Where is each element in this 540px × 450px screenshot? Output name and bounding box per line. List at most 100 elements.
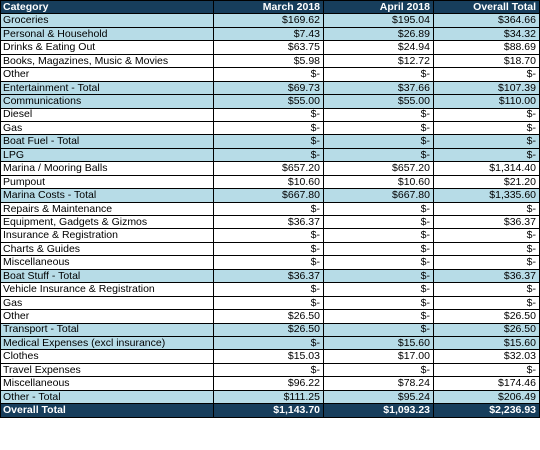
row-april-value: $10.60 bbox=[323, 174, 434, 190]
row-overall-total-value: $1,314.40 bbox=[433, 161, 540, 176]
overall-total-grand: $2,236.93 bbox=[433, 403, 540, 418]
table-row: Vehicle Insurance & Registration $- $- $- bbox=[0, 282, 540, 297]
row-overall-total-value: $36.37 bbox=[433, 268, 540, 284]
table-row: Other $26.50 $- $26.50 bbox=[0, 309, 540, 324]
table-row: Books, Magazines, Music & Movies $5.98 $12… bbox=[0, 53, 540, 69]
row-april-value: $- bbox=[323, 147, 434, 163]
row-april-value: $- bbox=[323, 228, 434, 243]
table-row: Travel Expenses $- $- $- bbox=[0, 362, 540, 378]
row-march-value: $- bbox=[213, 67, 324, 82]
table-row: Personal & Household $7.43 $26.89 $34.32 bbox=[0, 26, 540, 42]
row-march-value: $10.60 bbox=[213, 174, 324, 190]
row-april-value: $- bbox=[323, 241, 434, 257]
row-march-value: $- bbox=[213, 241, 324, 257]
row-category: Gas bbox=[0, 295, 214, 311]
table-row: Boat Stuff - Total $36.37 $- $36.37 bbox=[0, 268, 540, 284]
row-march-value: $7.43 bbox=[213, 26, 324, 42]
table-row: Pumpout $10.60 $10.60 $21.20 bbox=[0, 174, 540, 190]
overall-total-row: Overall Total $1,143.70 $1,093.23 $2,236… bbox=[0, 403, 540, 418]
row-category: Gas bbox=[0, 120, 214, 136]
row-overall-total-value: $21.20 bbox=[433, 174, 540, 190]
table-row: Miscellaneous $- $- $- bbox=[0, 255, 540, 270]
row-march-value: $36.37 bbox=[213, 214, 324, 230]
row-march-value: $15.03 bbox=[213, 349, 324, 364]
row-category: Marina Costs - Total bbox=[0, 188, 214, 203]
table-row: Clothes $15.03 $17.00 $32.03 bbox=[0, 349, 540, 364]
table-row: Boat Fuel - Total $- $- $- bbox=[0, 134, 540, 149]
row-april-value: $95.24 bbox=[323, 389, 434, 405]
row-march-value: $- bbox=[213, 362, 324, 378]
row-march-value: $26.50 bbox=[213, 309, 324, 324]
row-march-value: $- bbox=[213, 282, 324, 297]
row-march-value: $26.50 bbox=[213, 322, 324, 337]
row-overall-total-value: $26.50 bbox=[433, 309, 540, 324]
row-march-value: $- bbox=[213, 120, 324, 136]
row-category: Other bbox=[0, 309, 214, 324]
row-category: Travel Expenses bbox=[0, 362, 214, 378]
table-row: Other - Total $111.25 $95.24 $206.49 bbox=[0, 389, 540, 405]
row-overall-total-value: $- bbox=[433, 241, 540, 257]
row-category: Marina / Mooring Balls bbox=[0, 161, 214, 176]
row-overall-total-value: $- bbox=[433, 201, 540, 217]
table-row: Communications $55.00 $55.00 $110.00 bbox=[0, 94, 540, 109]
row-overall-total-value: $107.39 bbox=[433, 80, 540, 96]
row-april-value: $- bbox=[323, 295, 434, 311]
table-row: Drinks & Eating Out $63.75 $24.94 $88.69 bbox=[0, 40, 540, 55]
row-march-value: $- bbox=[213, 255, 324, 270]
row-april-value: $17.00 bbox=[323, 349, 434, 364]
row-april-value: $15.60 bbox=[323, 335, 434, 351]
table-row: Diesel $- $- $- bbox=[0, 107, 540, 122]
row-overall-total-value: $1,335.60 bbox=[433, 188, 540, 203]
row-march-value: $657.20 bbox=[213, 161, 324, 176]
row-april-value: $12.72 bbox=[323, 53, 434, 69]
table-row: Gas $- $- $- bbox=[0, 120, 540, 136]
row-overall-total-value: $- bbox=[433, 255, 540, 270]
table-row: Miscellaneous $96.22 $78.24 $174.46 bbox=[0, 376, 540, 391]
row-april-value: $667.80 bbox=[323, 188, 434, 203]
row-category: Transport - Total bbox=[0, 322, 214, 337]
row-overall-total-value: $- bbox=[433, 107, 540, 122]
row-overall-total-value: $36.37 bbox=[433, 214, 540, 230]
row-category: Other bbox=[0, 67, 214, 82]
table-row: Other $- $- $- bbox=[0, 67, 540, 82]
row-category: Books, Magazines, Music & Movies bbox=[0, 53, 214, 69]
row-april-value: $- bbox=[323, 322, 434, 337]
row-overall-total-value: $- bbox=[433, 228, 540, 243]
row-overall-total-value: $- bbox=[433, 134, 540, 149]
table-row: Repairs & Maintenance $- $- $- bbox=[0, 201, 540, 217]
row-category: Medical Expenses (excl insurance) bbox=[0, 335, 214, 351]
row-overall-total-value: $- bbox=[433, 120, 540, 136]
row-april-value: $37.66 bbox=[323, 80, 434, 96]
row-category: Equipment, Gadgets & Gizmos bbox=[0, 214, 214, 230]
row-category: Miscellaneous bbox=[0, 255, 214, 270]
row-march-value: $- bbox=[213, 107, 324, 122]
table-row: Charts & Guides $- $- $- bbox=[0, 241, 540, 257]
table-body: Groceries $169.62 $195.04 $364.66 Personal &… bbox=[0, 13, 540, 405]
row-march-value: $96.22 bbox=[213, 376, 324, 391]
header-march: March 2018 bbox=[213, 0, 324, 15]
row-march-value: $63.75 bbox=[213, 40, 324, 55]
row-overall-total-value: $- bbox=[433, 147, 540, 163]
row-overall-total-value: $26.50 bbox=[433, 322, 540, 337]
table-row: Marina Costs - Total $667.80 $667.80 $1,335… bbox=[0, 188, 540, 203]
row-overall-total-value: $34.32 bbox=[433, 26, 540, 42]
row-april-value: $- bbox=[323, 214, 434, 230]
table-row: Insurance & Registration $- $- $- bbox=[0, 228, 540, 243]
row-march-value: $5.98 bbox=[213, 53, 324, 69]
row-april-value: $- bbox=[323, 309, 434, 324]
row-march-value: $- bbox=[213, 201, 324, 217]
row-overall-total-value: $15.60 bbox=[433, 335, 540, 351]
table-row: Transport - Total $26.50 $- $26.50 bbox=[0, 322, 540, 337]
row-march-value: $- bbox=[213, 295, 324, 311]
row-april-value: $55.00 bbox=[323, 94, 434, 109]
table-row: Groceries $169.62 $195.04 $364.66 bbox=[0, 13, 540, 28]
overall-total-march: $1,143.70 bbox=[213, 403, 324, 418]
row-march-value: $69.73 bbox=[213, 80, 324, 96]
row-march-value: $- bbox=[213, 147, 324, 163]
row-category: Entertainment - Total bbox=[0, 80, 214, 96]
row-april-value: $26.89 bbox=[323, 26, 434, 42]
row-march-value: $667.80 bbox=[213, 188, 324, 203]
row-march-value: $111.25 bbox=[213, 389, 324, 405]
row-april-value: $- bbox=[323, 282, 434, 297]
row-march-value: $36.37 bbox=[213, 268, 324, 284]
